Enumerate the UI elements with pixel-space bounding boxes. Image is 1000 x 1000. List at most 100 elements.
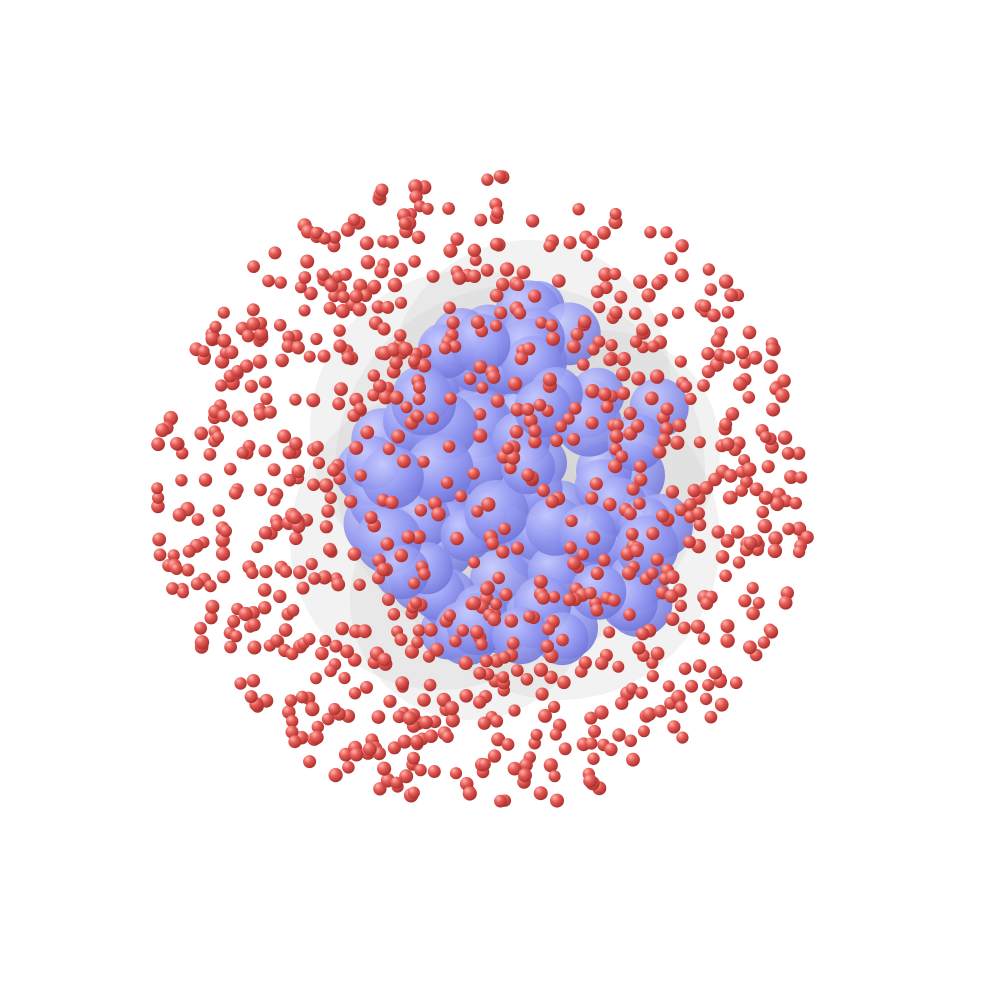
shell-particle xyxy=(373,379,387,393)
shell-particle xyxy=(409,596,423,609)
shell-particle xyxy=(347,213,361,227)
shell-particle xyxy=(258,526,273,540)
shell-particle xyxy=(746,581,759,595)
shell-particle xyxy=(767,543,783,559)
shell-particle xyxy=(167,549,180,562)
shell-particle xyxy=(675,700,688,714)
shell-particle xyxy=(271,518,284,532)
shell-particle xyxy=(633,497,646,510)
shell-particle xyxy=(481,173,494,186)
shell-particle xyxy=(724,490,738,505)
shell-particle xyxy=(349,440,364,455)
shell-particle xyxy=(533,662,549,677)
shell-particle xyxy=(764,624,778,638)
shell-particle xyxy=(496,545,510,559)
shell-particle xyxy=(733,376,748,391)
shell-particle xyxy=(491,732,506,747)
shell-particle xyxy=(642,707,657,721)
shell-particle xyxy=(701,365,716,379)
shell-particle xyxy=(720,533,735,548)
shell-particle xyxy=(543,239,556,253)
shell-particle xyxy=(217,306,230,319)
shell-particle xyxy=(181,563,195,577)
shell-particle xyxy=(528,289,542,303)
shell-particle xyxy=(177,586,189,599)
shell-particle xyxy=(394,548,409,563)
shell-particle xyxy=(616,386,631,401)
shell-particle xyxy=(274,276,287,289)
shell-particle xyxy=(191,513,205,526)
shell-particle xyxy=(305,557,318,571)
shell-particle xyxy=(714,697,729,712)
shell-particle xyxy=(600,400,614,414)
shell-particle xyxy=(347,547,362,561)
shell-particle xyxy=(746,606,760,621)
shell-particle xyxy=(408,577,421,590)
shell-particle xyxy=(735,484,748,497)
shell-particle xyxy=(334,382,348,396)
shell-particle xyxy=(623,506,637,521)
shell-particle xyxy=(319,634,332,647)
shell-particle xyxy=(474,213,488,227)
shell-particle xyxy=(246,566,259,580)
shell-particle xyxy=(344,495,358,509)
shell-particle xyxy=(675,268,689,283)
shell-particle xyxy=(498,651,511,664)
shell-particle xyxy=(521,468,535,482)
shell-particle xyxy=(693,518,707,532)
shell-particle xyxy=(757,518,772,534)
shell-particle xyxy=(535,316,548,329)
shell-particle xyxy=(473,428,488,443)
shell-particle xyxy=(381,300,395,314)
shell-particle-layer xyxy=(151,170,814,808)
shell-particle xyxy=(328,289,341,303)
shell-particle xyxy=(341,223,355,237)
shell-particle xyxy=(489,237,503,251)
shell-particle xyxy=(251,541,264,554)
shell-particle xyxy=(286,604,300,617)
shell-particle xyxy=(323,542,337,557)
shell-particle xyxy=(540,639,554,653)
shell-particle xyxy=(486,370,501,384)
shell-particle xyxy=(628,307,642,320)
shell-particle xyxy=(471,505,484,518)
shell-particle xyxy=(665,570,680,584)
shell-particle xyxy=(205,331,219,345)
shell-particle xyxy=(623,406,637,420)
shell-particle xyxy=(609,305,623,320)
shell-particle xyxy=(412,624,426,637)
shell-particle xyxy=(411,636,424,649)
shell-particle xyxy=(721,306,735,319)
shell-particle xyxy=(387,277,403,293)
shell-particle xyxy=(516,265,531,280)
shell-particle xyxy=(576,548,590,561)
shell-particle xyxy=(209,320,222,333)
shell-particle xyxy=(572,203,585,216)
shell-particle xyxy=(378,390,393,405)
shell-particle xyxy=(400,401,413,414)
shell-particle xyxy=(417,358,432,373)
shell-particle xyxy=(401,530,416,544)
shell-particle xyxy=(288,510,302,525)
shell-particle xyxy=(408,179,423,194)
shell-particle xyxy=(198,473,213,487)
shell-particle xyxy=(291,341,305,355)
shell-particle xyxy=(552,274,566,288)
shell-particle xyxy=(650,553,664,567)
shell-particle xyxy=(687,483,701,498)
shell-particle xyxy=(367,369,380,382)
shell-particle xyxy=(411,529,426,545)
shell-particle xyxy=(194,635,210,650)
shell-particle xyxy=(254,483,267,497)
shell-particle xyxy=(467,596,481,611)
shell-particle xyxy=(487,749,502,763)
shell-particle xyxy=(792,446,806,460)
shell-particle xyxy=(743,640,757,655)
shell-particle xyxy=(646,567,659,580)
shell-particle xyxy=(724,288,739,302)
shell-particle xyxy=(533,574,548,589)
shell-particle xyxy=(450,531,464,546)
shell-particle xyxy=(542,622,555,636)
shell-particle xyxy=(609,429,624,444)
shell-particle xyxy=(514,351,529,366)
